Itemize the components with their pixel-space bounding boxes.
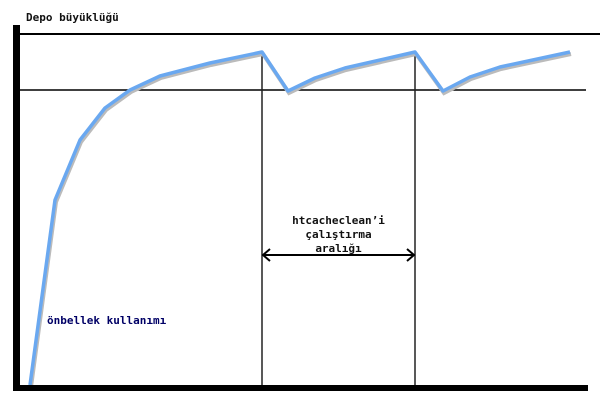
cache-usage-curve [28, 50, 571, 386]
interval-arrow [261, 248, 416, 262]
y-axis [13, 25, 20, 391]
x-axis [13, 385, 588, 391]
interval-label-line-1: htcacheclean’i [292, 214, 385, 227]
interval-label-line-3: aralığı [315, 242, 362, 255]
interval-label-line-2: çalıştırma [305, 228, 372, 241]
y-axis-label: Depo büyüklüğü [26, 11, 119, 24]
interval-label: htcacheclean’i çalıştırma aralığı [262, 214, 415, 256]
curve-label: önbellek kullanımı [47, 314, 167, 327]
